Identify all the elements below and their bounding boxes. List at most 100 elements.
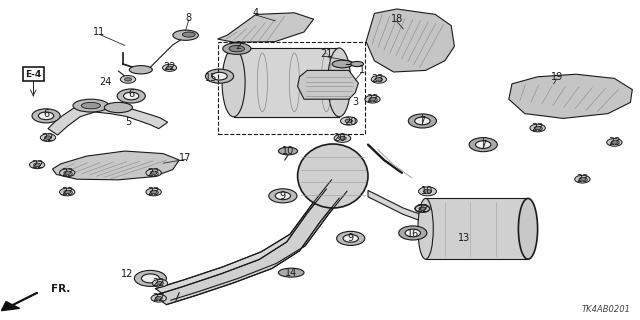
Ellipse shape <box>476 141 491 148</box>
Text: 9: 9 <box>348 233 354 244</box>
Ellipse shape <box>146 169 161 177</box>
Text: 19: 19 <box>550 72 563 82</box>
Ellipse shape <box>298 144 368 208</box>
Ellipse shape <box>117 89 145 103</box>
Text: 8: 8 <box>186 12 192 23</box>
Polygon shape <box>48 103 168 135</box>
Ellipse shape <box>150 171 157 174</box>
Text: 5: 5 <box>125 117 131 127</box>
Ellipse shape <box>150 190 157 194</box>
Ellipse shape <box>125 78 131 81</box>
Polygon shape <box>154 189 339 305</box>
Ellipse shape <box>611 141 618 144</box>
Ellipse shape <box>399 226 427 240</box>
Text: E-4: E-4 <box>25 70 42 79</box>
Ellipse shape <box>104 102 132 113</box>
Text: 21: 21 <box>320 49 333 60</box>
Ellipse shape <box>469 138 497 152</box>
Ellipse shape <box>81 102 100 109</box>
Ellipse shape <box>518 198 538 259</box>
Ellipse shape <box>418 198 433 259</box>
Ellipse shape <box>32 109 60 123</box>
Ellipse shape <box>369 98 376 101</box>
Text: 23: 23 <box>366 93 379 104</box>
Ellipse shape <box>334 134 351 142</box>
Text: 7: 7 <box>419 116 426 126</box>
Text: 23: 23 <box>61 187 74 197</box>
Text: 22: 22 <box>152 293 165 303</box>
Bar <box>218 42 365 134</box>
Polygon shape <box>509 74 632 118</box>
Ellipse shape <box>339 136 346 140</box>
Text: 23: 23 <box>371 74 384 84</box>
Text: 14: 14 <box>285 268 298 278</box>
Ellipse shape <box>269 189 297 203</box>
Ellipse shape <box>120 76 136 83</box>
Ellipse shape <box>29 161 45 169</box>
Text: 10: 10 <box>282 146 294 156</box>
Ellipse shape <box>129 66 152 74</box>
Ellipse shape <box>275 192 291 200</box>
Ellipse shape <box>223 43 251 54</box>
Ellipse shape <box>376 78 382 81</box>
Ellipse shape <box>415 205 430 212</box>
Ellipse shape <box>278 147 298 155</box>
Ellipse shape <box>146 188 161 196</box>
Text: 6: 6 <box>43 108 49 119</box>
Text: 22: 22 <box>416 204 429 214</box>
Ellipse shape <box>166 66 173 69</box>
Ellipse shape <box>351 61 364 67</box>
Ellipse shape <box>337 231 365 245</box>
Polygon shape <box>366 9 454 72</box>
FancyArrow shape <box>1 292 38 311</box>
Polygon shape <box>52 151 179 180</box>
Ellipse shape <box>134 270 166 286</box>
Text: 6: 6 <box>128 89 134 100</box>
Text: 3: 3 <box>353 97 359 108</box>
Ellipse shape <box>579 178 586 181</box>
Ellipse shape <box>163 64 177 71</box>
Text: 23: 23 <box>61 168 74 178</box>
Text: FR.: FR. <box>51 284 70 294</box>
Ellipse shape <box>408 114 436 128</box>
Ellipse shape <box>419 207 426 210</box>
Text: 22: 22 <box>31 160 44 170</box>
Text: 18: 18 <box>390 14 403 24</box>
Ellipse shape <box>278 268 304 277</box>
Ellipse shape <box>152 279 168 287</box>
Ellipse shape <box>415 117 430 125</box>
Ellipse shape <box>328 48 351 117</box>
Ellipse shape <box>332 60 353 68</box>
Ellipse shape <box>415 205 429 212</box>
Ellipse shape <box>365 95 380 103</box>
Ellipse shape <box>173 30 198 40</box>
Text: 20: 20 <box>333 133 346 143</box>
Text: 2: 2 <box>235 41 241 52</box>
Text: 22: 22 <box>42 132 54 143</box>
Text: 23: 23 <box>576 174 589 184</box>
Ellipse shape <box>222 48 245 117</box>
Ellipse shape <box>419 187 436 196</box>
Polygon shape <box>156 180 347 300</box>
Text: 10: 10 <box>421 186 434 196</box>
Ellipse shape <box>345 119 353 123</box>
Text: 23: 23 <box>608 137 621 148</box>
Ellipse shape <box>212 72 227 80</box>
Polygon shape <box>218 13 314 42</box>
Ellipse shape <box>157 282 163 285</box>
Ellipse shape <box>40 134 56 141</box>
Text: 13: 13 <box>458 233 470 244</box>
Text: 11: 11 <box>93 27 106 37</box>
Text: 17: 17 <box>179 153 192 164</box>
Ellipse shape <box>371 76 387 83</box>
Ellipse shape <box>38 112 54 120</box>
Text: 24: 24 <box>99 76 112 87</box>
Polygon shape <box>426 198 528 259</box>
Ellipse shape <box>534 126 541 130</box>
Ellipse shape <box>607 139 622 146</box>
Ellipse shape <box>64 171 70 174</box>
Text: 9: 9 <box>280 191 286 201</box>
Ellipse shape <box>405 229 420 237</box>
Ellipse shape <box>60 169 75 177</box>
Text: 12: 12 <box>120 269 133 279</box>
